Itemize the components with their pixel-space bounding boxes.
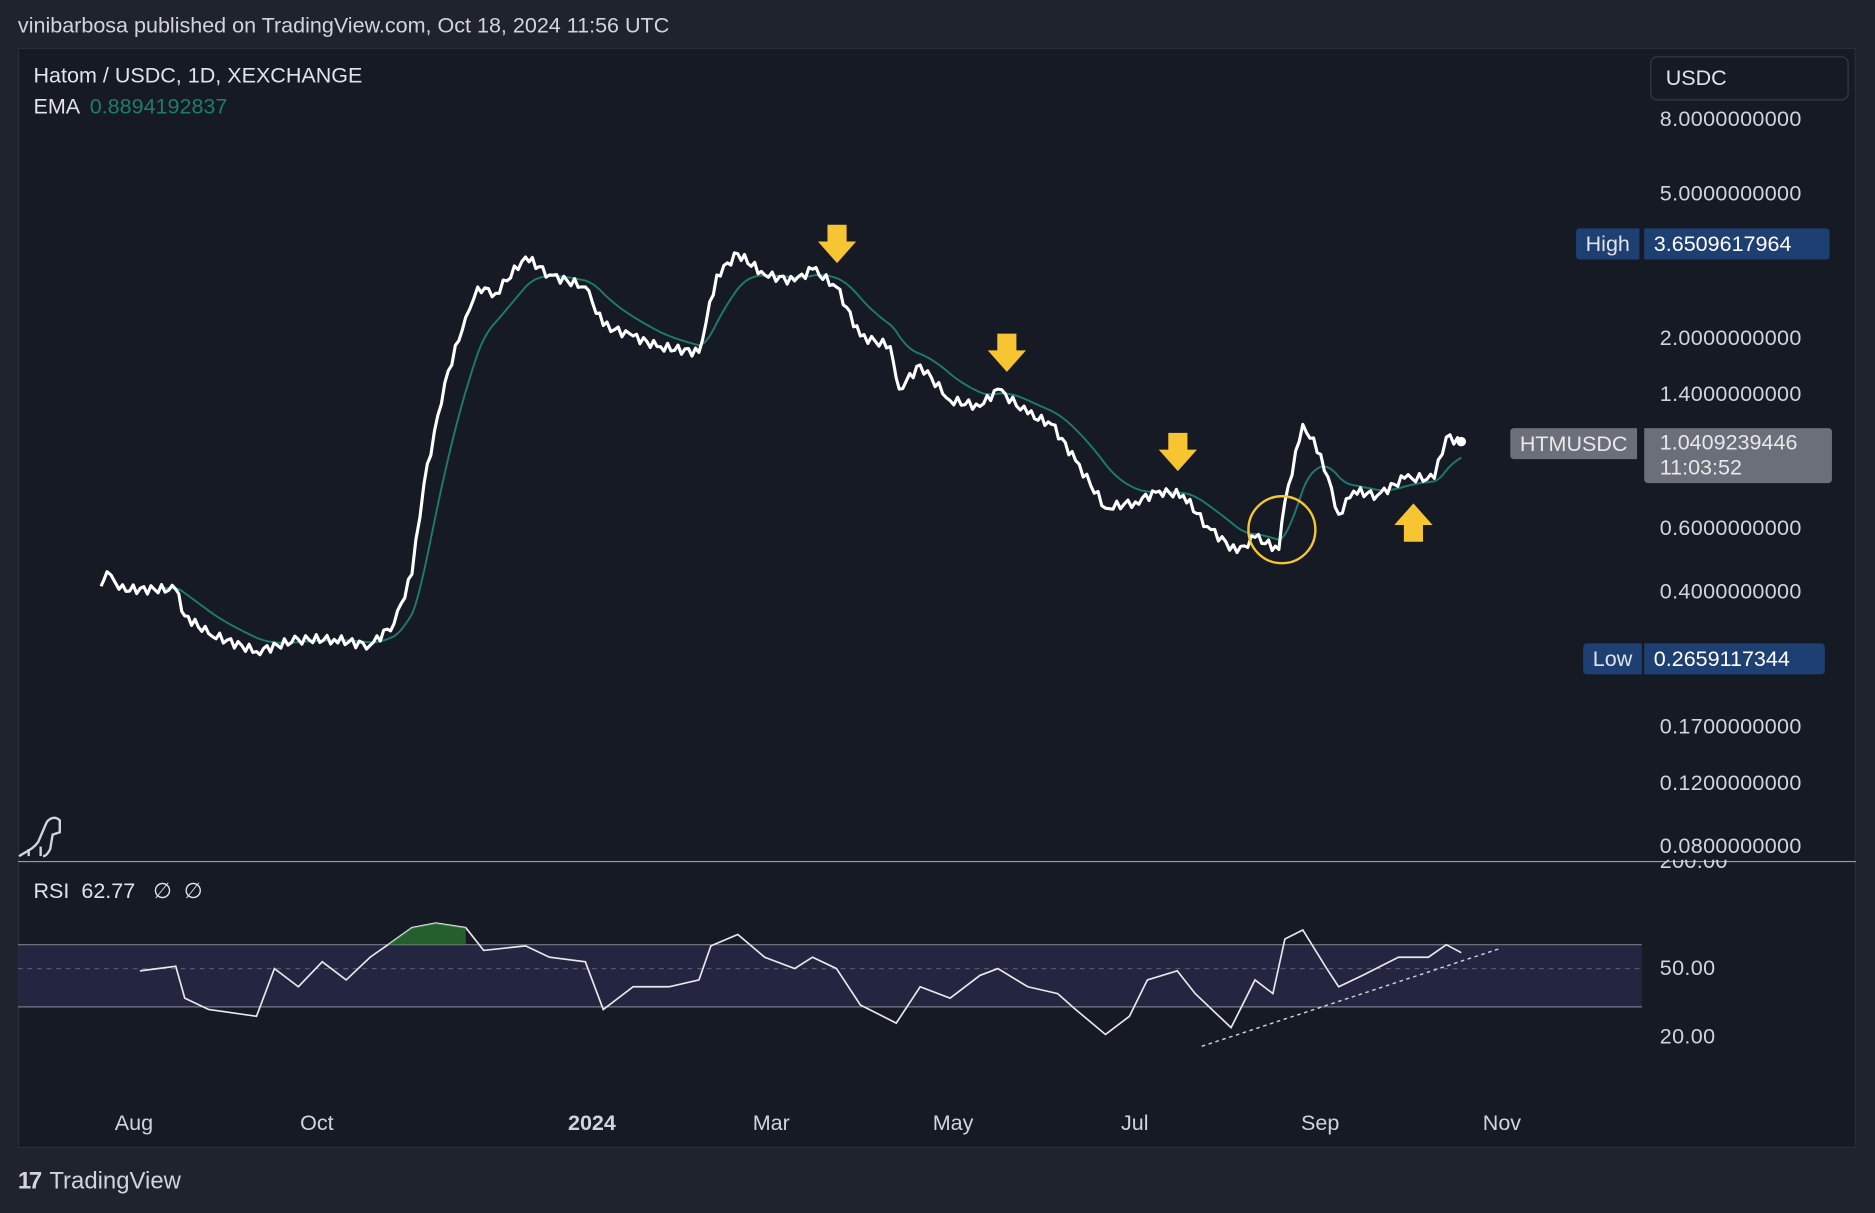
last-price: 1.0409239446 [1659, 430, 1798, 455]
tradingview-logo[interactable]: 17 TradingView [18, 1168, 181, 1196]
price-tick: 8.0000000000 [1659, 107, 1802, 131]
time-tick: Aug [114, 1110, 154, 1135]
time-tick: Mar [752, 1110, 790, 1135]
rsi-label: RSI [33, 878, 70, 903]
publish-info: vinibarbosa published on TradingView.com… [17, 13, 670, 38]
rsi-tick: 20.00 [1659, 1024, 1716, 1049]
rsi-value: 62.77 [81, 878, 136, 903]
pane-divider[interactable] [17, 860, 1856, 863]
price-tick: 1.4000000000 [1659, 382, 1802, 406]
ema-label: EMA [33, 94, 81, 119]
arrow-down-icon[interactable] [1158, 432, 1197, 472]
arrow-down-icon[interactable] [817, 224, 857, 264]
highlight-circle[interactable] [1247, 495, 1317, 565]
bar-countdown: 11:03:52 [1659, 455, 1742, 480]
price-tick: 5.0000000000 [1659, 181, 1802, 206]
rsi-na-2: ∅ [183, 878, 203, 903]
time-tick: Sep [1301, 1110, 1340, 1135]
dino-icon [18, 816, 61, 858]
symbol-tag: HTMUSDC [1510, 428, 1638, 460]
price-tick: 0.1700000000 [1659, 714, 1802, 739]
high-value: 3.6509617964 [1644, 228, 1830, 260]
symbol-title: Hatom / USDC, 1D, XEXCHANGE [33, 63, 363, 88]
rsi-tick: 50.00 [1659, 956, 1716, 980]
time-tick: Nov [1482, 1110, 1522, 1135]
annotations[interactable] [817, 224, 1501, 1047]
price-tick: 0.6000000000 [1659, 515, 1802, 540]
last-price-dot [1456, 436, 1467, 447]
low-value: 0.2659117344 [1644, 643, 1825, 675]
rsi-trendline[interactable] [1201, 947, 1501, 1047]
currency-button[interactable]: USDC [1650, 56, 1849, 101]
rsi-line [139, 922, 1462, 1036]
time-tick: May [932, 1110, 974, 1135]
tv-logo-icon: 17 [17, 1168, 42, 1195]
arrow-down-icon[interactable] [987, 333, 1026, 372]
price-tick: 0.4000000000 [1659, 579, 1802, 604]
rsi-overbought-fill [388, 923, 466, 945]
ema-legend: EMA 0.8894192837 [33, 94, 227, 119]
price-tick: 2.0000000000 [1659, 325, 1802, 350]
time-tick: Oct [300, 1110, 334, 1135]
price-tick: 0.0800000000 [1659, 834, 1802, 858]
high-label: High [1576, 228, 1640, 260]
rsi-tick: 200.00 [1660, 860, 1728, 872]
last-price-tag: 1.0409239446 11:03:52 [1644, 428, 1832, 484]
time-tick: Jul [1121, 1110, 1149, 1135]
ema-value: 0.8894192837 [89, 94, 228, 119]
time-tick: 2024 [567, 1110, 616, 1135]
low-label: Low [1583, 643, 1642, 675]
rsi-legend: RSI 62.77 ∅ ∅ [33, 879, 202, 904]
price-tick: 0.1200000000 [1659, 770, 1802, 795]
price-line [99, 251, 1463, 657]
arrow-up-icon[interactable] [1394, 503, 1433, 542]
ema-line [160, 274, 1462, 644]
rsi-na-1: ∅ [153, 878, 172, 903]
rsi-band [17, 944, 1642, 1007]
footer-brand: TradingView [49, 1168, 181, 1195]
